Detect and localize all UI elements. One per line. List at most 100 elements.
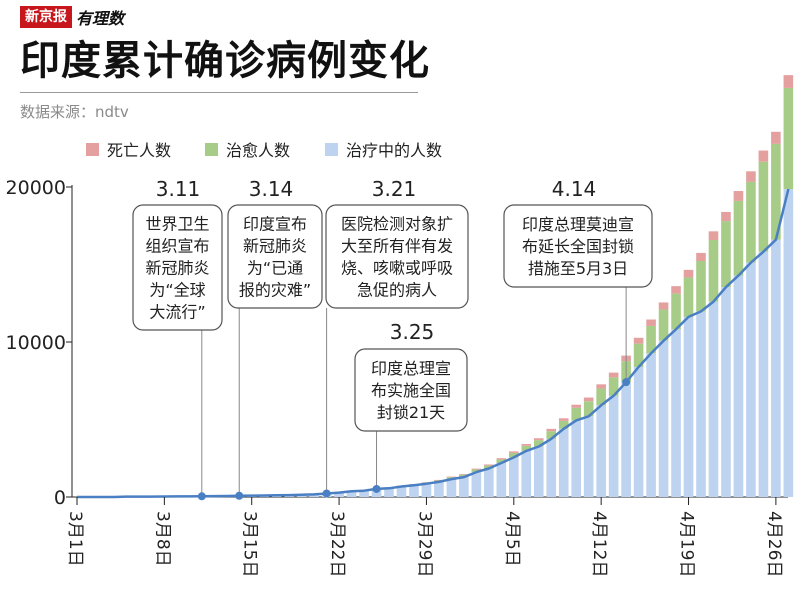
x-tick-label: 4月5日 [502,511,522,567]
bar-active [733,275,744,497]
bar-active [484,468,494,497]
y-tick-label: 20000 [6,177,66,199]
annotation-text-line: 大至所有伴有发 [341,237,453,256]
bar-recovered [521,445,532,451]
bar-deaths [496,458,507,460]
y-tick-label: 0 [54,487,66,509]
annotation-box [227,204,323,309]
bar-active [746,262,756,497]
legend-swatch [205,143,218,156]
bar-recovered [558,420,569,429]
legend-item: 治疗中的人数 [325,141,442,160]
x-tick-label: 3月15日 [240,511,260,577]
annotation-text-line: 为“已通 [247,259,303,278]
legend-swatch [325,143,338,156]
bar-deaths [533,438,544,441]
annotation-box [354,348,468,432]
bar-active [521,450,532,497]
title-divider [20,92,418,93]
annotation-text-line: 医院检测对象扩 [341,215,453,234]
bar-recovered [496,459,507,464]
annotation-box [325,204,469,309]
bar-deaths [696,252,706,261]
source-note: 数据来源：ndtv [20,103,129,121]
bar-active [621,382,631,497]
bar-active [446,479,457,497]
brand-logo-sub: 有理数 [76,9,125,28]
bar-recovered [721,221,731,288]
bar-deaths [596,384,606,389]
legend-label: 治疗中的人数 [346,141,442,160]
bar-active [509,457,519,497]
bar-recovered [733,200,744,276]
x-tick-label: 4月26日 [764,511,784,577]
annotation-text-line: 烧、咳嗽或呼吸 [341,259,453,278]
annotation-box [132,204,223,331]
page-title: 印度累计确诊病例变化 [20,38,430,84]
bar-active [671,329,681,497]
annotation-marker [197,492,206,501]
bar-deaths [558,418,569,421]
annotation-marker [622,378,631,387]
bar-deaths [783,75,794,88]
brand-logo-main: 新京报 [20,6,72,28]
bar-deaths [771,131,781,144]
bar-deaths [658,302,669,310]
bar-recovered [758,161,769,252]
x-tick-label: 3月22日 [327,511,347,577]
bar-deaths [583,397,594,402]
bar-active [608,395,619,497]
bar-recovered [509,452,519,458]
bar-recovered [596,388,606,406]
bar-active [471,472,482,497]
annotation-date: 3.25 [390,320,435,344]
bars-group [72,75,794,497]
bar-deaths [746,171,756,182]
bar-recovered [546,431,557,439]
bar-active [583,416,594,497]
bar-deaths [571,404,581,408]
annotation-text-line: 世界卫生 [145,215,209,234]
annotation-marker [322,489,331,498]
bar-deaths [671,286,681,294]
bar-recovered [646,325,656,354]
bar-active [334,492,344,497]
bar-deaths [446,476,457,478]
annotation-text-line: 新冠肺炎 [243,237,307,256]
bar-active [721,287,731,497]
bar-active [646,353,656,497]
bar-active [346,491,357,497]
annotation-date: 3.21 [372,177,417,201]
annotation-text-line: 大流行” [149,303,205,322]
bar-deaths [459,474,469,475]
bar-active [771,239,781,497]
bar-deaths [733,191,744,201]
bar-recovered [608,377,619,396]
bar-deaths [721,211,731,222]
legend-label: 死亡人数 [107,141,171,160]
bar-active [496,463,507,497]
annotation-box [503,204,653,288]
annotation-text-line: 封锁21天 [377,403,445,422]
bar-recovered [671,293,681,330]
legend-item: 死亡人数 [86,141,171,160]
bar-active [546,438,557,497]
annotation-text-line: 布延长全国封锁 [522,237,634,256]
bar-recovered [696,260,706,312]
bar-active [409,485,419,497]
bar-deaths [608,372,619,378]
annotation-text-line: 为“全球 [149,281,205,300]
x-tick-label: 3月8日 [152,511,172,567]
bar-active [558,428,569,497]
bar-deaths [646,319,656,326]
bar-recovered [708,239,719,302]
annotation-date: 4.14 [552,177,597,201]
bar-deaths [546,428,557,432]
bar-active [683,316,694,497]
annotation-text-line: 新冠肺炎 [145,259,209,278]
